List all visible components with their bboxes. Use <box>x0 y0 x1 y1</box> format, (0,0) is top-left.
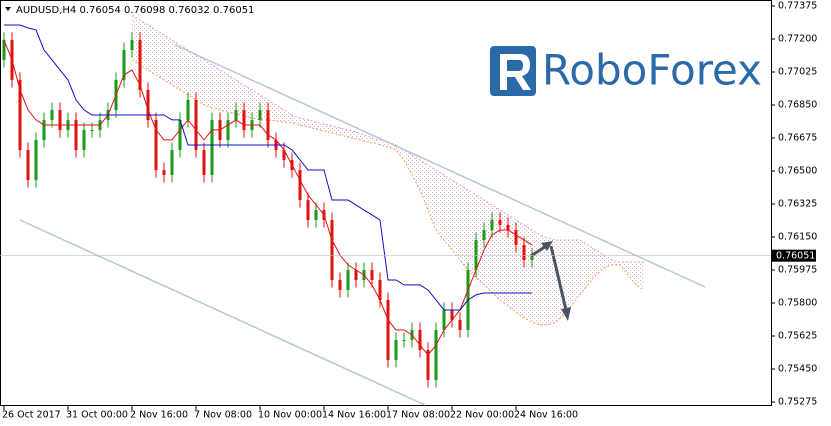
candle-body <box>458 319 462 330</box>
candle-body <box>490 220 494 231</box>
price-tag <box>772 249 816 262</box>
candle-body <box>234 110 238 121</box>
arrow-up <box>530 244 547 258</box>
candle-body <box>426 349 430 380</box>
y-tick-label: 0.77200 <box>778 34 817 45</box>
candle-body <box>186 99 190 121</box>
brand: RoboForex <box>542 46 762 95</box>
indicator-line <box>3 39 533 356</box>
candle-body <box>138 39 142 90</box>
indicator-line <box>4 24 532 311</box>
forecast-arrows <box>530 241 571 321</box>
x-tick-label: 31 Oct 00:00 <box>66 410 128 421</box>
y-tick-label: 0.75800 <box>778 298 817 309</box>
x-tick-label: 10 Nov 00:00 <box>258 410 322 421</box>
arrow-head <box>561 307 571 321</box>
y-tick-label: 0.75975 <box>778 265 817 276</box>
candle-body <box>74 120 78 151</box>
candle-body <box>354 270 358 280</box>
candle-body <box>82 130 86 151</box>
candle-body <box>498 220 502 225</box>
candle-body <box>402 339 406 341</box>
candle-body <box>338 279 342 290</box>
candle-body <box>450 309 454 320</box>
candle-body <box>514 230 518 245</box>
chart-title: AUDUSD,H4 0.76054 0.76098 0.76032 0.7605… <box>16 5 254 16</box>
candle-body <box>306 200 310 221</box>
candle-body <box>194 99 198 151</box>
arrow-head <box>541 241 553 251</box>
candle-body <box>314 210 318 221</box>
y-tick-label: 0.76150 <box>778 232 817 243</box>
candle-body <box>386 299 390 360</box>
candle-body <box>162 170 166 175</box>
candle-body <box>90 130 94 132</box>
candle-layer <box>2 24 534 388</box>
candle-body <box>18 79 22 151</box>
candle-body <box>330 220 334 280</box>
x-tick-label: 17 Nov 08:00 <box>386 410 450 421</box>
price-tag-label: 0.76051 <box>776 251 815 262</box>
title-marker <box>5 7 11 11</box>
candle-body <box>474 240 478 270</box>
candle-body <box>2 39 6 60</box>
x-tick-label: 14 Nov 16:00 <box>322 410 386 421</box>
x-tick-label: 24 Nov 16:00 <box>514 410 578 421</box>
candle-body <box>50 110 54 121</box>
x-tick-label: 7 Nov 08:00 <box>194 410 252 421</box>
candle-body <box>210 120 214 175</box>
candle-body <box>346 270 350 290</box>
axis-layer: 0.77375 0.77200 0.77025 0.76850 0.76675 0.765… <box>0 1 817 421</box>
candle-body <box>202 150 206 175</box>
candle-body <box>434 329 438 380</box>
candle-body <box>146 89 150 121</box>
y-tick-label: 0.76850 <box>778 100 817 111</box>
y-tick-label: 0.75275 <box>778 397 817 408</box>
y-tick-label: 0.76325 <box>778 199 817 210</box>
y-tick-label: 0.75450 <box>778 364 817 375</box>
candle-body <box>378 279 382 300</box>
x-tick-label: 22 Nov 00:00 <box>450 410 514 421</box>
y-tick-label: 0.75625 <box>778 331 817 342</box>
candle-body <box>298 170 302 201</box>
candle-body <box>42 120 46 141</box>
candle-body <box>58 110 62 131</box>
candle-body <box>282 150 286 161</box>
candle-body <box>154 120 158 171</box>
y-tick-label: 0.76500 <box>778 166 817 177</box>
arrow-down <box>549 245 568 311</box>
candle-body <box>394 339 398 360</box>
channel-lower <box>19 219 426 406</box>
y-tick-label: 0.76675 <box>778 133 817 144</box>
candle-body <box>258 110 262 121</box>
candle-body <box>442 309 446 330</box>
candle-body <box>370 270 374 280</box>
y-tick-label: 0.77025 <box>778 67 817 78</box>
y-tick-label: 0.77375 <box>778 1 817 12</box>
logo: RoboForex <box>490 46 762 96</box>
candle-body <box>242 110 246 131</box>
channel-upper <box>174 44 706 288</box>
x-tick-label: 2 Nov 16:00 <box>130 410 188 421</box>
candle-body <box>530 255 534 261</box>
candle-body <box>178 120 182 151</box>
plot-frame <box>0 0 772 406</box>
candle-body <box>122 49 126 80</box>
candle-body <box>506 224 510 231</box>
candle-body <box>266 110 270 141</box>
candle-body <box>522 244 526 261</box>
candle-body <box>34 140 38 181</box>
candle-body <box>226 120 230 141</box>
candle-body <box>130 39 134 50</box>
x-tick-label: 26 Oct 2017 <box>2 410 61 421</box>
candle-body <box>418 329 422 350</box>
candle-body <box>482 230 486 241</box>
candle-body <box>170 150 174 175</box>
candle-body <box>26 150 30 181</box>
logo-letter <box>500 54 531 90</box>
